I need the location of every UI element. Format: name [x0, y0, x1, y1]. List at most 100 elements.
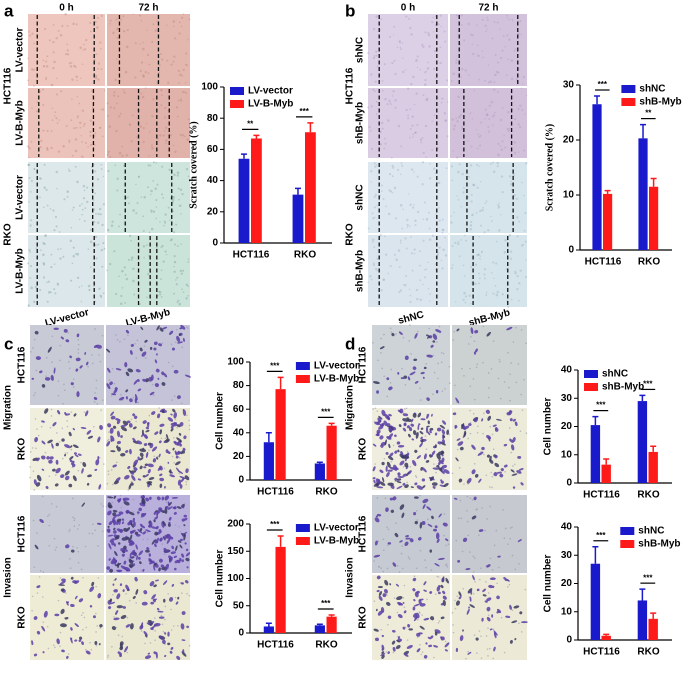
pore	[503, 651, 506, 654]
speck	[514, 117, 517, 121]
speck	[397, 168, 400, 171]
bar	[263, 626, 274, 633]
speck	[146, 53, 150, 56]
pore	[416, 519, 419, 521]
speck	[522, 75, 525, 79]
pore	[167, 592, 170, 595]
speck	[399, 173, 402, 176]
pore	[380, 567, 382, 569]
cell	[107, 534, 114, 537]
pore	[518, 562, 520, 565]
speck	[52, 41, 55, 44]
speck	[427, 61, 430, 64]
cell	[181, 611, 186, 615]
pore	[390, 331, 393, 333]
pore	[507, 351, 509, 354]
speck	[504, 46, 506, 48]
cell	[147, 652, 151, 655]
speck	[450, 165, 454, 168]
speck	[161, 58, 164, 61]
speck	[54, 111, 57, 113]
pore	[153, 617, 156, 619]
speck	[35, 247, 38, 249]
cell	[176, 335, 181, 343]
cell	[111, 541, 115, 546]
pore	[61, 427, 64, 430]
significance-label: ***	[596, 401, 606, 410]
speck	[464, 295, 467, 298]
speck	[187, 175, 190, 178]
speck	[72, 206, 75, 209]
speck	[497, 207, 500, 209]
speck	[445, 119, 447, 122]
cell	[60, 336, 64, 340]
cell	[154, 383, 159, 388]
speck	[520, 33, 522, 36]
pore	[520, 393, 522, 396]
pore	[463, 483, 465, 485]
speck	[139, 43, 141, 45]
significance-label: ***	[270, 520, 280, 529]
significance-label: ***	[596, 531, 606, 540]
speck	[518, 220, 521, 223]
pore	[174, 418, 177, 421]
cell	[153, 651, 157, 655]
pore	[419, 643, 421, 646]
cell	[143, 433, 148, 439]
cell	[382, 593, 387, 598]
cell	[168, 521, 171, 525]
speck	[508, 233, 512, 237]
cell	[422, 376, 425, 379]
speck	[390, 103, 392, 105]
cell	[135, 369, 141, 373]
speck	[39, 288, 42, 291]
bar	[648, 618, 658, 640]
cell	[175, 545, 178, 552]
cell	[455, 600, 460, 606]
speck	[82, 125, 85, 128]
pore	[146, 538, 149, 541]
cell	[146, 481, 153, 484]
speck	[94, 244, 97, 247]
pore	[48, 475, 51, 478]
y-axis-label: Scratch covered (%)	[544, 124, 555, 212]
legend-label: shNC	[602, 369, 628, 380]
row-label: RKO	[17, 438, 28, 460]
cell	[159, 635, 163, 641]
speck	[53, 115, 56, 117]
pore	[403, 606, 406, 609]
speck	[65, 125, 68, 128]
cell	[419, 625, 425, 630]
speck	[113, 94, 116, 97]
cell	[396, 441, 401, 445]
cell	[106, 566, 111, 570]
cell	[172, 408, 176, 413]
cell	[412, 413, 417, 418]
y-tick-label: 100	[201, 82, 218, 93]
cell	[389, 583, 392, 586]
cell	[422, 485, 426, 489]
cell	[116, 513, 122, 517]
cell	[56, 638, 60, 645]
speck	[55, 93, 59, 96]
pore	[67, 653, 70, 655]
y-tick-label: 60	[207, 144, 219, 155]
speck	[178, 204, 182, 207]
cell	[380, 444, 384, 448]
speck	[460, 239, 462, 241]
cell	[167, 631, 170, 637]
cell	[167, 417, 174, 422]
speck	[483, 231, 486, 234]
speck	[151, 115, 154, 118]
cell	[116, 430, 121, 438]
speck	[81, 63, 84, 65]
cell	[409, 371, 416, 376]
cell	[183, 514, 188, 518]
micrograph	[28, 235, 105, 307]
speck	[74, 149, 78, 153]
pore	[509, 373, 511, 375]
cell	[387, 482, 394, 486]
cell	[438, 466, 443, 472]
pore	[420, 653, 422, 656]
speck	[511, 18, 513, 21]
